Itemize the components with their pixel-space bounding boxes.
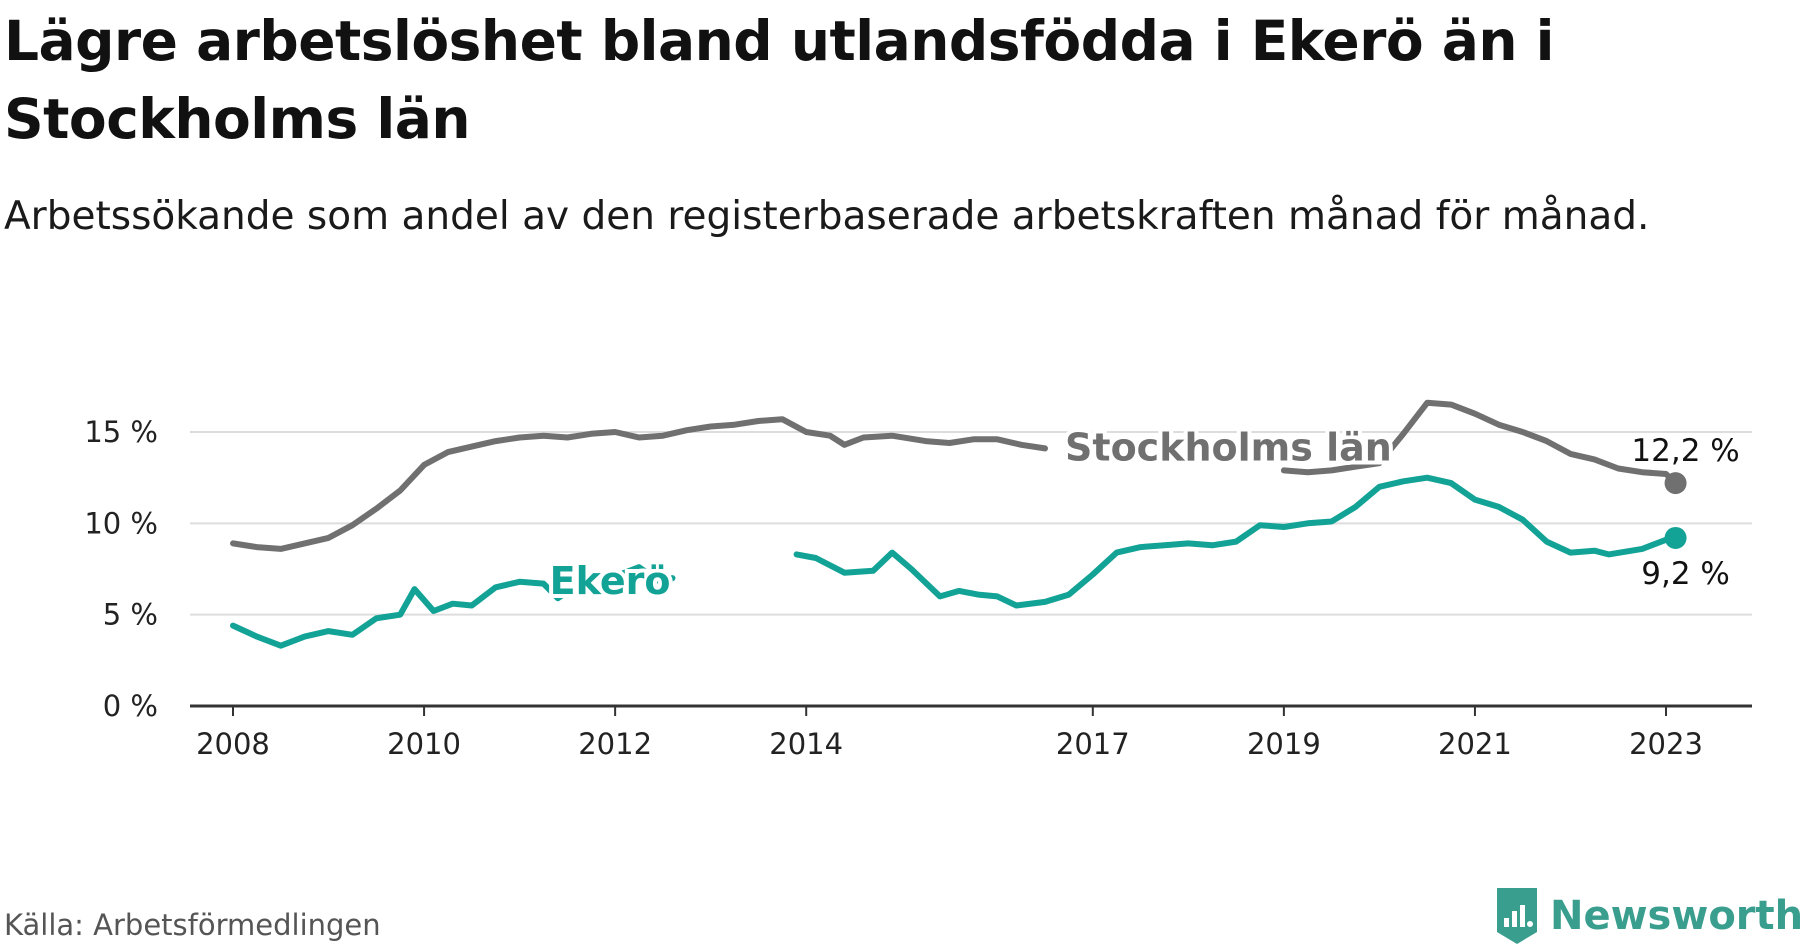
x-tick-label: 2019 [1247,727,1321,761]
series-line-stockholms-lan [230,416,1048,552]
y-tick-label: 0 % [103,689,158,723]
x-tick-label: 2010 [387,727,461,761]
x-tick-label: 2017 [1056,727,1130,761]
chart-subtitle: Arbetssökande som andel av den registerb… [4,194,1650,239]
series-end-value-ekero: 9,2 % [1641,556,1730,592]
series-name-label-stockholms-lan: Stockholms län [1065,425,1392,469]
series-labels: Stockholms län 12,2 % Ekerö 9,2 % [546,421,1744,607]
x-tick-label: 2023 [1629,727,1703,761]
series-line-ekero [230,564,676,649]
x-axis-ticks: 2008 2010 2012 2014 2017 2019 2021 2023 [196,706,1703,761]
x-tick-label: 2008 [196,727,270,761]
x-tick-label: 2014 [769,727,843,761]
gridlines [190,431,1752,616]
y-tick-label: 15 % [84,415,158,449]
brand-name: Newsworthy [1550,893,1800,939]
y-tick-label: 10 % [84,506,158,540]
newsworthy-logo-icon [1497,888,1537,944]
series-end-point-ekero [1664,526,1687,549]
series-lines [230,399,1687,649]
series-line-stockholms-lan [1280,399,1679,487]
x-tick-label: 2021 [1438,727,1512,761]
x-tick-label: 2012 [578,727,652,761]
series-end-value-stockholms-lan: 12,2 % [1631,433,1739,469]
source-note: Källa: Arbetsförmedlingen [4,908,381,942]
brand-logo[interactable]: Newsworthy [1494,885,1800,947]
series-end-point-stockholms-lan [1664,472,1687,495]
y-axis-tick-labels: 0 % 5 % 10 % 15 % [84,415,158,723]
chart-title: Lägre arbetslöshet bland utlandsfödda i … [4,9,1555,151]
line-chart: 0 %5 %10 %15 % 2008 2010 2012 2014 2017 2019 2… [84,399,1752,761]
series-name-label-ekero: Ekerö [550,559,671,603]
y-tick-label: 5 % [103,598,158,632]
series-line-ekero [793,474,1679,609]
